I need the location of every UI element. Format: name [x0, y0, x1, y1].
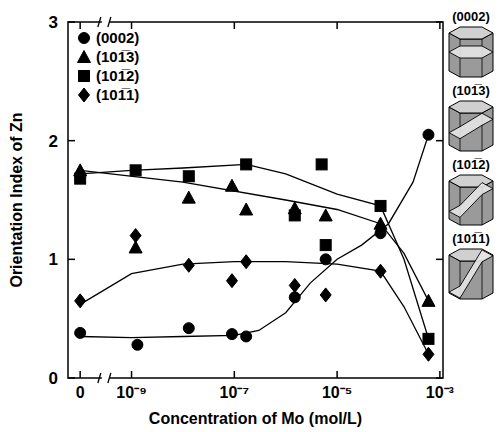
plane-label: (101̅2) [452, 157, 490, 172]
y-tick [68, 21, 75, 23]
y-tick [68, 377, 75, 379]
data-point [75, 173, 86, 184]
data-point [320, 288, 331, 302]
data-point [183, 323, 194, 334]
axis-break [98, 373, 111, 383]
data-point [423, 347, 434, 361]
x-tick-label: 10⁻⁹ [116, 384, 146, 401]
crystal-plane [449, 113, 493, 138]
y-tick [436, 140, 443, 142]
legend-label: (101̅2) [96, 67, 139, 84]
y-tick-label: 2 [49, 132, 58, 151]
x-tick [131, 371, 133, 378]
plane-label: (0002) [452, 9, 490, 24]
data-point [226, 274, 237, 288]
data-point [241, 159, 252, 170]
x-tick [234, 371, 236, 378]
legend-label: (0002) [96, 29, 139, 46]
data-point [225, 179, 238, 191]
data-point [289, 278, 300, 292]
legend-label: (101̅3) [96, 48, 139, 65]
data-point [316, 159, 327, 170]
x-tick-label: 10⁻³ [426, 384, 454, 401]
data-point [375, 200, 386, 211]
y-axis-title: Orientation Index of Zn [8, 112, 25, 287]
legend-marker [79, 33, 90, 44]
fit-curve [80, 164, 428, 338]
data-point [75, 327, 86, 338]
data-point [75, 294, 86, 308]
data-point [289, 210, 300, 221]
y-tick-label: 0 [49, 369, 58, 388]
prism-top [449, 27, 493, 39]
crystal-plane [449, 183, 493, 218]
prism-body [449, 181, 493, 225]
x-tick [336, 22, 338, 29]
legend-marker [78, 51, 91, 63]
x-tick [79, 22, 81, 29]
data-point [240, 203, 253, 215]
data-point [226, 329, 237, 340]
data-point [319, 209, 332, 221]
fit-curve [80, 135, 428, 338]
data-point [183, 171, 194, 182]
plane-label: (101̅3) [452, 83, 490, 98]
prism-body [449, 107, 493, 151]
y-tick [68, 140, 75, 142]
legend: (0002) (101̅3) (101̅2) (101̅1) [78, 29, 140, 103]
x-tick-label: 10⁻⁷ [220, 384, 249, 401]
chart: 0 1 2 3 0 10⁻⁹ 10⁻⁷ 10⁻⁵ 10⁻³ Concentration of Mo… [0, 0, 498, 432]
x-tick [79, 371, 81, 378]
plane-icons: (0002) (101̅3) (101̅2) (101̅1) [449, 9, 493, 299]
data-point [423, 333, 434, 344]
x-tick-label: 0 [76, 384, 85, 401]
legend-label: (101̅1) [96, 86, 139, 103]
x-tick-label: 10⁻⁵ [322, 384, 352, 401]
prism-body [449, 33, 493, 77]
x-tick [336, 371, 338, 378]
data-point [182, 191, 195, 203]
data-point [374, 217, 387, 229]
data-point [320, 254, 331, 265]
data-point [241, 331, 252, 342]
data-point [289, 292, 300, 303]
legend-marker [79, 71, 90, 82]
crystal-plane [449, 250, 493, 298]
plot-area [74, 129, 435, 361]
x-tick [439, 371, 441, 378]
data-point [422, 294, 435, 306]
prism-top [449, 101, 493, 113]
y-tick-label: 1 [49, 250, 58, 269]
y-tick-label: 3 [49, 13, 58, 32]
y-tick [436, 259, 443, 261]
axis-break [98, 17, 111, 27]
legend-marker [79, 88, 90, 102]
data-point [241, 255, 252, 269]
data-point [130, 229, 141, 243]
x-axis-title: Concentration of Mo (mol/L) [149, 410, 362, 427]
prism-edge [482, 261, 483, 299]
data-point [423, 129, 434, 140]
y-tick [68, 259, 75, 261]
x-tick [131, 22, 133, 29]
plot-frame [68, 22, 443, 378]
fit-curve [80, 170, 428, 301]
data-point [375, 264, 386, 278]
plane-label: (101̅1) [452, 231, 490, 246]
data-point [183, 258, 194, 272]
fit-curve [80, 262, 428, 355]
x-tick [234, 22, 236, 29]
x-tick [439, 22, 441, 29]
data-point [132, 339, 143, 350]
data-point [320, 240, 331, 251]
data-point [130, 165, 141, 176]
crystal-plane [449, 46, 493, 58]
